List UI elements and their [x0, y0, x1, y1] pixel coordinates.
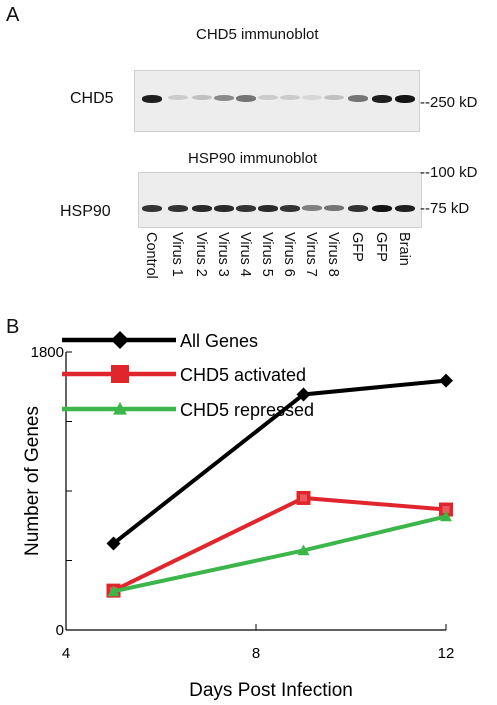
chd5-blot-band: [236, 95, 256, 102]
hsp90-blot-band: [214, 205, 234, 212]
chd5-row-label: CHD5: [70, 90, 114, 107]
y-tick-label: 0: [56, 622, 64, 639]
series-line: [112, 495, 447, 593]
chd5-blot-title: CHD5 immunoblot: [196, 26, 319, 43]
chd5-blot-band: [142, 95, 162, 103]
hsp90-blot-band: [348, 205, 368, 212]
panel-a-letter: A: [6, 4, 20, 26]
hsp90-blot-band: [280, 205, 300, 212]
legend-label: All Genes: [180, 331, 258, 351]
chd5-blot-band: [280, 95, 300, 101]
hsp90-blot-band: [192, 205, 212, 212]
chd5-blot-band: [302, 95, 322, 101]
chd5-blot-band: [258, 95, 278, 101]
data-point: [440, 510, 452, 522]
hsp90-marker-100kd: --100 kD: [420, 164, 478, 181]
hsp90-blot-band: [258, 205, 278, 212]
legend-marker: [113, 402, 127, 415]
hsp90-blot-band: [372, 205, 392, 212]
data-point: [106, 536, 121, 551]
chd5-blot: [134, 70, 420, 132]
panel-b-letter: B: [6, 316, 20, 338]
chd5-blot-band: [168, 95, 188, 101]
data-point: [107, 585, 120, 597]
hsp90-blot-title: HSP90 immunoblot: [188, 150, 318, 167]
x-axis-title: Days Post Infection: [189, 680, 353, 701]
legend-label: CHD5 repressed: [180, 400, 314, 420]
data-point: [297, 544, 310, 556]
hsp90-row-label: HSP90: [60, 203, 111, 220]
chd5-blot-band: [192, 95, 212, 101]
x-tick-label: 8: [252, 645, 260, 662]
hsp90-blot: [138, 172, 422, 228]
legend-label: CHD5 activated: [180, 365, 306, 385]
x-tick-label: 4: [62, 645, 70, 662]
x-tick-label: 12: [438, 645, 455, 662]
legend-marker: [111, 331, 129, 349]
hsp90-blot-band: [168, 205, 188, 212]
hsp90-blot-band: [324, 205, 344, 211]
chd5-blot-band: [348, 95, 368, 102]
hsp90-blot-band: [142, 205, 162, 212]
data-point-highlight: [442, 506, 450, 514]
hsp90-marker-75kd: --75 kD: [420, 200, 470, 217]
chd5-blot-band: [395, 95, 415, 103]
y-tick-label: 1800: [31, 344, 64, 361]
y-axis-title: Number of Genes: [22, 406, 43, 556]
data-point-highlight: [300, 494, 307, 502]
data-point: [439, 373, 453, 388]
chd5-blot-band: [372, 95, 392, 103]
hsp90-blot-band: [302, 205, 322, 211]
legend-marker: [111, 365, 129, 383]
chd5-blot-band: [324, 95, 344, 101]
hsp90-blot-band: [236, 205, 256, 212]
chd5-marker-250kd: --250 kD: [420, 94, 478, 111]
chd5-blot-band: [214, 95, 234, 102]
series-line: [113, 514, 447, 594]
hsp90-blot-band: [395, 205, 415, 212]
data-point: [296, 387, 311, 402]
